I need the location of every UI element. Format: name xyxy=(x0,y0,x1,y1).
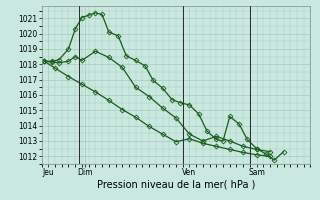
X-axis label: Pression niveau de la mer( hPa ): Pression niveau de la mer( hPa ) xyxy=(97,180,255,190)
